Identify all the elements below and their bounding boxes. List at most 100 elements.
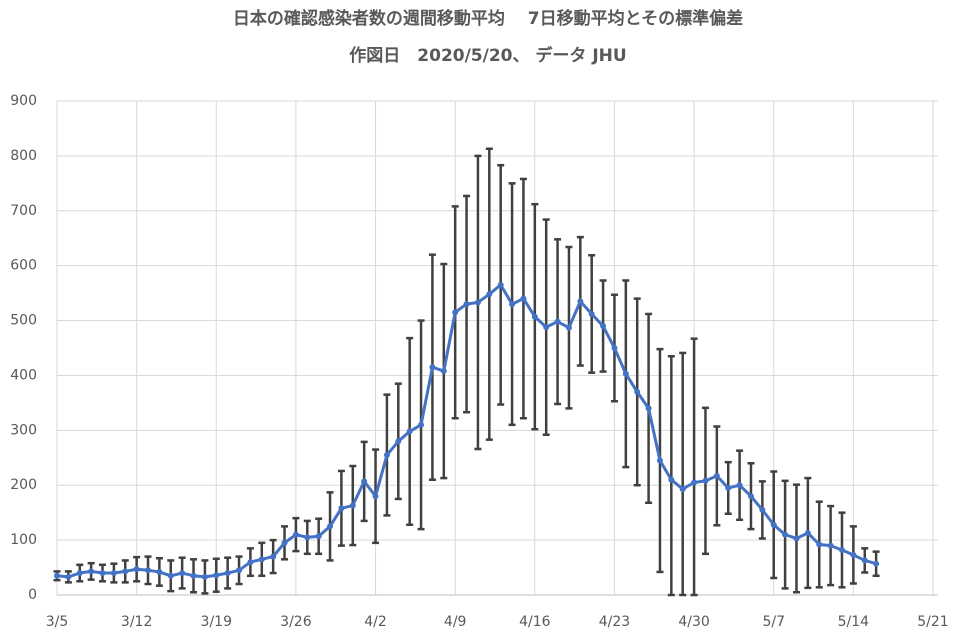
- point: [99, 570, 106, 577]
- x-tick-label: 3/19: [201, 614, 232, 630]
- point: [406, 428, 413, 435]
- x-tick-label: 3/12: [121, 614, 152, 630]
- point: [747, 493, 754, 500]
- point: [497, 281, 504, 288]
- point: [793, 535, 800, 542]
- point: [440, 368, 447, 375]
- x-tick-label: 4/2: [364, 614, 387, 630]
- point: [543, 324, 550, 331]
- point: [190, 572, 197, 579]
- point: [838, 546, 845, 553]
- point: [474, 299, 481, 306]
- x-tick-label: 4/30: [678, 614, 709, 630]
- point: [736, 482, 743, 489]
- point: [782, 531, 789, 538]
- point: [292, 531, 299, 538]
- point: [315, 533, 322, 540]
- point: [349, 502, 356, 509]
- point: [850, 551, 857, 558]
- point: [520, 295, 527, 302]
- point: [65, 573, 72, 580]
- error-bar: [667, 354, 675, 597]
- y-tick-label: 500: [10, 313, 37, 329]
- point: [873, 560, 880, 567]
- point: [634, 388, 641, 395]
- point: [145, 567, 152, 574]
- point: [452, 309, 459, 316]
- y-tick-label: 400: [10, 367, 37, 383]
- y-tick-label: 900: [10, 93, 37, 109]
- point: [383, 452, 390, 459]
- x-tick-label: 4/16: [519, 614, 551, 630]
- point: [679, 486, 686, 493]
- point: [759, 506, 766, 513]
- y-tick-label: 0: [28, 587, 37, 603]
- y-tick-label: 100: [10, 532, 37, 548]
- point: [702, 477, 709, 484]
- point: [281, 539, 288, 546]
- x-tick-label: 4/23: [599, 614, 630, 630]
- point: [133, 566, 140, 573]
- point: [725, 484, 732, 491]
- point: [577, 298, 584, 305]
- point: [861, 557, 868, 564]
- point: [645, 405, 652, 412]
- point: [110, 570, 117, 577]
- point: [201, 573, 208, 580]
- x-tick-label: 4/9: [444, 614, 467, 630]
- point: [611, 345, 618, 351]
- point: [600, 323, 607, 330]
- point: [691, 479, 698, 486]
- y-tick-label: 700: [10, 203, 37, 219]
- error-bar: [679, 351, 687, 597]
- point: [429, 364, 436, 371]
- point: [54, 572, 60, 579]
- point: [588, 310, 595, 317]
- point: [372, 493, 379, 500]
- y-tick-label: 300: [10, 422, 37, 438]
- point: [270, 553, 277, 560]
- point: [179, 570, 186, 577]
- x-tick-label: 5/7: [762, 614, 785, 630]
- point: [258, 556, 265, 563]
- point: [827, 542, 834, 549]
- point: [395, 438, 402, 445]
- x-tick-label: 3/5: [46, 614, 69, 630]
- point: [122, 568, 129, 575]
- point: [668, 476, 675, 483]
- x-tick-label: 5/21: [917, 614, 948, 630]
- chart-title: 日本の確認感染者数の週間移動平均 7日移動平均とその標準偏差: [233, 8, 743, 29]
- point: [304, 534, 311, 541]
- point: [622, 370, 629, 377]
- point: [804, 529, 811, 536]
- point: [656, 457, 663, 464]
- point: [531, 313, 538, 320]
- point: [338, 505, 345, 512]
- point: [156, 568, 163, 575]
- point: [816, 541, 823, 548]
- point: [167, 572, 174, 579]
- y-tick-label: 600: [10, 258, 37, 274]
- point: [463, 301, 470, 308]
- y-tick-label: 800: [10, 148, 37, 164]
- point: [486, 291, 493, 298]
- x-tick-label: 3/26: [280, 614, 312, 630]
- y-tick-label: 200: [10, 477, 37, 493]
- point: [418, 421, 425, 428]
- point: [554, 318, 561, 325]
- point: [236, 567, 243, 574]
- x-tick-label: 5/14: [838, 614, 870, 630]
- point: [224, 570, 231, 577]
- point: [213, 572, 220, 579]
- point: [713, 472, 720, 479]
- point: [247, 559, 254, 566]
- point: [361, 478, 368, 485]
- point: [565, 324, 572, 331]
- point: [88, 568, 95, 575]
- point: [327, 523, 334, 530]
- error-bar: [690, 337, 698, 597]
- point: [770, 521, 777, 528]
- point: [509, 301, 516, 308]
- chart-subtitle: 作図日 2020/5/20、 データ JHU: [349, 45, 626, 66]
